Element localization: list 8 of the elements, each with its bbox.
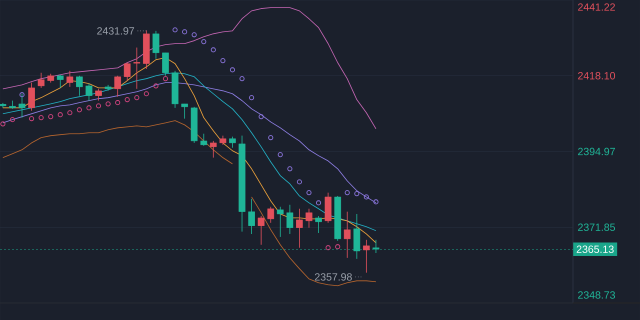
y-tick-label: 2441.22 <box>578 3 615 11</box>
y-tick-label: 2418.10 <box>578 72 616 80</box>
annotation: 2431.97 <box>97 27 134 35</box>
y-tick-label: 2348.73 <box>578 291 616 299</box>
ref-line-label: 2365.13 <box>576 246 614 253</box>
y-tick-label: 2394.97 <box>578 148 615 156</box>
annotation: 2357.98 <box>314 273 352 281</box>
y-tick-label: 2371.85 <box>578 224 616 231</box>
